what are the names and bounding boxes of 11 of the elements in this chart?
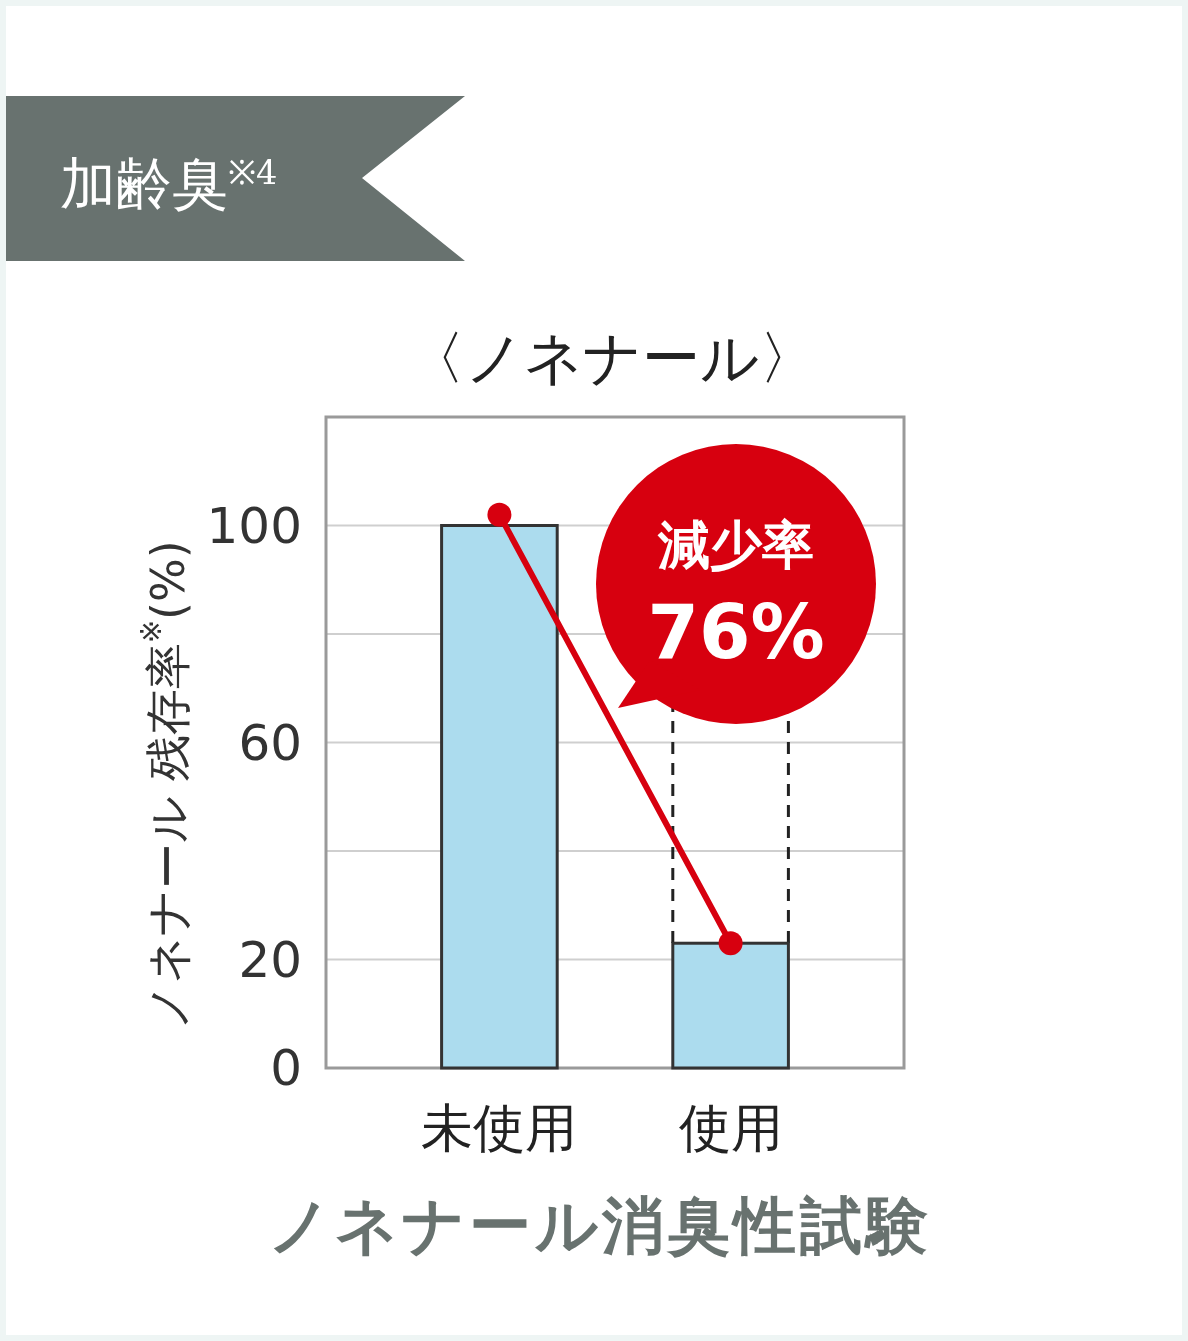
y-tick-label: 60 [238,713,302,772]
x-tick-label: 未使用 [421,1098,578,1158]
text: ノネナール消臭性試験 [268,1188,932,1262]
x-tick-label: 使用 [678,1098,783,1158]
annotation: 76% [647,589,825,675]
annotation: 減少率 [657,515,814,575]
y-tick-label: 100 [206,496,302,555]
y-tick-label: 0 [270,1039,302,1097]
y-tick-label: 20 [238,930,302,989]
chart-title: 加齢臭$^{※4}$ [60,151,278,216]
chart-subtitle: 〈ノネナール〉 [407,324,817,392]
